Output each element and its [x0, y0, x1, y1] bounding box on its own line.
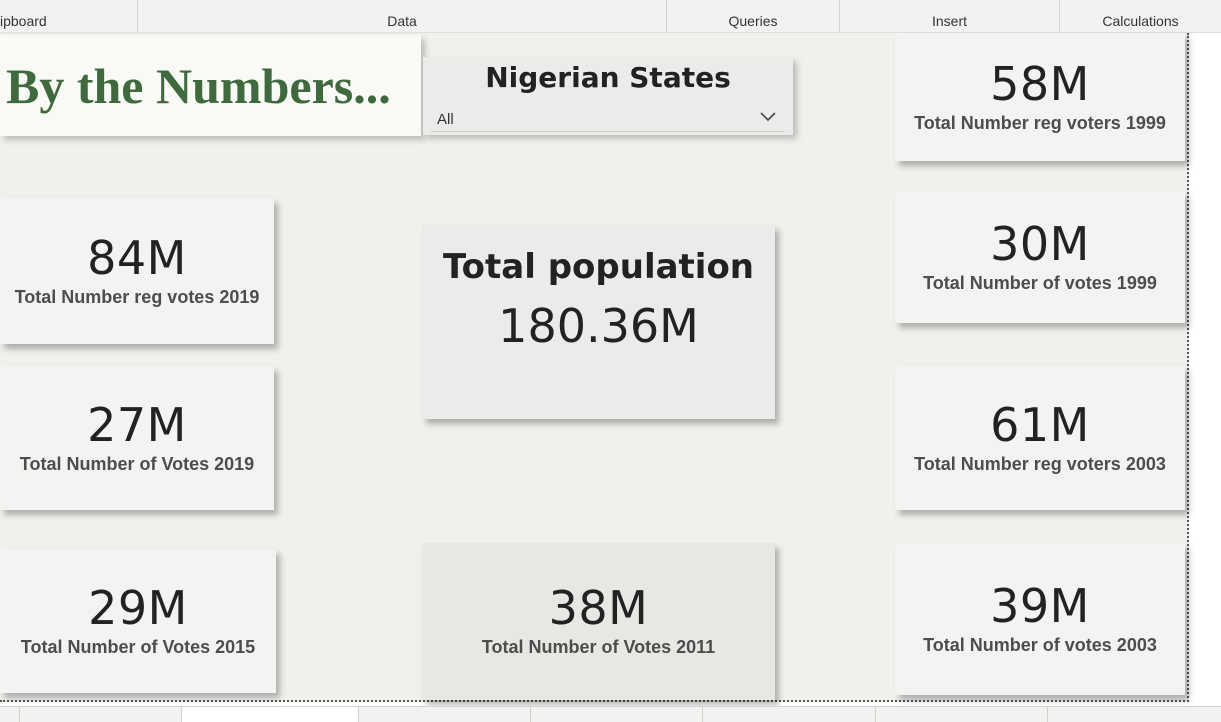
ribbon-group-label: Insert: [931, 13, 967, 29]
card-label: Total Number of Votes 2019: [19, 453, 255, 474]
ribbon-group-label: Calculations: [1102, 13, 1179, 29]
card-reg-votes-2019[interactable]: 84M Total Number reg votes 2019: [0, 198, 274, 344]
card-value: 58M: [990, 56, 1090, 111]
page-tab[interactable]: [876, 707, 1048, 722]
title-textbox[interactable]: By the Numbers...: [0, 35, 421, 136]
slicer-title: Nigerian States: [485, 61, 731, 94]
ribbon-group-queries[interactable]: Queries: [667, 0, 840, 32]
page-tab[interactable]: [531, 707, 703, 722]
chevron-down-icon[interactable]: [759, 109, 777, 123]
card-votes-2015[interactable]: 29M Total Number of Votes 2015: [0, 549, 276, 693]
card-value: 29M: [88, 580, 188, 635]
card-value: 84M: [87, 230, 187, 285]
card-votes-2011[interactable]: 38M Total Number of Votes 2011: [422, 543, 775, 700]
page-tab-active[interactable]: [182, 707, 359, 722]
ribbon-group-data[interactable]: Data: [138, 0, 667, 32]
slicer-dropdown[interactable]: All: [431, 105, 785, 132]
card-value: 61M: [990, 397, 1090, 452]
page-tab[interactable]: [0, 707, 20, 722]
card-value: 27M: [87, 397, 187, 452]
card-label: Total Number of votes 2003: [923, 634, 1157, 655]
page-tab[interactable]: [359, 707, 531, 722]
ribbon-group-clipboard[interactable]: ipboard: [0, 0, 138, 32]
card-total-population[interactable]: Total population 180.36M: [422, 225, 775, 419]
ribbon-group-label: Queries: [728, 13, 778, 29]
ribbon: ipboard Data Queries Insert Calculations: [0, 0, 1221, 33]
card-label: Total Number reg voters 2003: [914, 453, 1166, 474]
card-reg-voters-1999[interactable]: 58M Total Number reg voters 1999: [895, 33, 1185, 161]
card-reg-voters-2003[interactable]: 61M Total Number reg voters 2003: [895, 366, 1185, 510]
card-label: Total Number reg voters 1999: [914, 112, 1166, 133]
ribbon-group-calculations[interactable]: Calculations: [1060, 0, 1221, 32]
card-value: 30M: [990, 216, 1090, 271]
page-tab[interactable]: [703, 707, 876, 722]
population-value: 180.36M: [498, 299, 699, 353]
report-title: By the Numbers...: [6, 57, 391, 114]
population-title: Total population: [442, 247, 755, 287]
slicer-selected-value: All: [437, 111, 454, 128]
ribbon-group-insert[interactable]: Insert: [840, 0, 1060, 32]
page-tab[interactable]: [20, 707, 182, 722]
ribbon-group-label: ipboard: [0, 13, 47, 29]
card-votes-1999[interactable]: 30M Total Number of votes 1999: [895, 191, 1185, 323]
states-slicer[interactable]: Nigerian States All: [423, 57, 793, 135]
card-value: 39M: [990, 578, 1090, 633]
card-votes-2019[interactable]: 27M Total Number of Votes 2019: [0, 366, 274, 510]
page-tabs-bar: [0, 706, 1221, 722]
card-label: Total Number of Votes 2015: [20, 636, 256, 657]
card-label: Total Number of votes 1999: [923, 272, 1157, 293]
report-canvas[interactable]: By the Numbers... Nigerian States All 58…: [0, 33, 1189, 702]
ribbon-group-label: Data: [387, 13, 417, 29]
card-label: Total Number reg votes 2019: [14, 286, 260, 307]
card-label: Total Number of Votes 2011: [481, 637, 716, 657]
card-value: 38M: [548, 581, 649, 635]
card-votes-2003[interactable]: 39M Total Number of votes 2003: [895, 543, 1185, 695]
